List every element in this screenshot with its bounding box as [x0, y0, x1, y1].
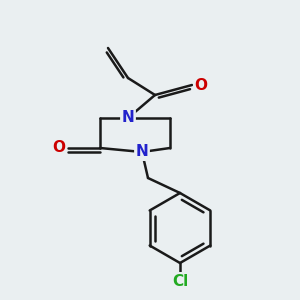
Text: O: O: [194, 77, 208, 92]
Text: N: N: [122, 110, 134, 125]
Text: Cl: Cl: [172, 274, 188, 289]
Text: N: N: [136, 145, 148, 160]
Text: O: O: [52, 140, 65, 155]
